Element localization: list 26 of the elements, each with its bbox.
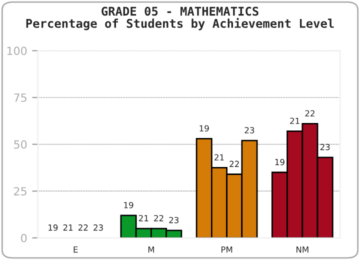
series-label: 21 [138, 215, 148, 222]
y-tick-label: 100 [7, 46, 27, 56]
text: 23 [94, 224, 103, 231]
x-tick-label: M [148, 246, 154, 253]
x-tick-label: PM [222, 246, 232, 253]
text: 22 [154, 215, 164, 222]
chart-title: GRADE 05 - MATHEMATICS Percentage of Students by Achievement Level [26, 6, 334, 30]
y-tick-label: 25 [14, 187, 26, 196]
text: 21 [290, 118, 300, 124]
series-label: 22 [230, 160, 239, 167]
series-label: 19 [275, 158, 284, 166]
text: 21 [63, 224, 73, 231]
x-tick-label: NM [296, 246, 308, 253]
y-tick-label: 0 [21, 234, 27, 242]
text: 23 [320, 144, 330, 150]
y-tick-label: 75 [14, 94, 26, 102]
y-tick-label: 50 [14, 140, 27, 149]
series-label: 23 [169, 216, 179, 224]
text: 22 [78, 224, 88, 231]
text: 23 [244, 127, 254, 134]
x-tick-label: E [74, 246, 78, 253]
text: 21 [214, 154, 224, 160]
text: 19 [124, 202, 134, 208]
text: 19 [200, 125, 209, 132]
text: 22 [305, 110, 314, 116]
text: 19 [48, 224, 58, 231]
